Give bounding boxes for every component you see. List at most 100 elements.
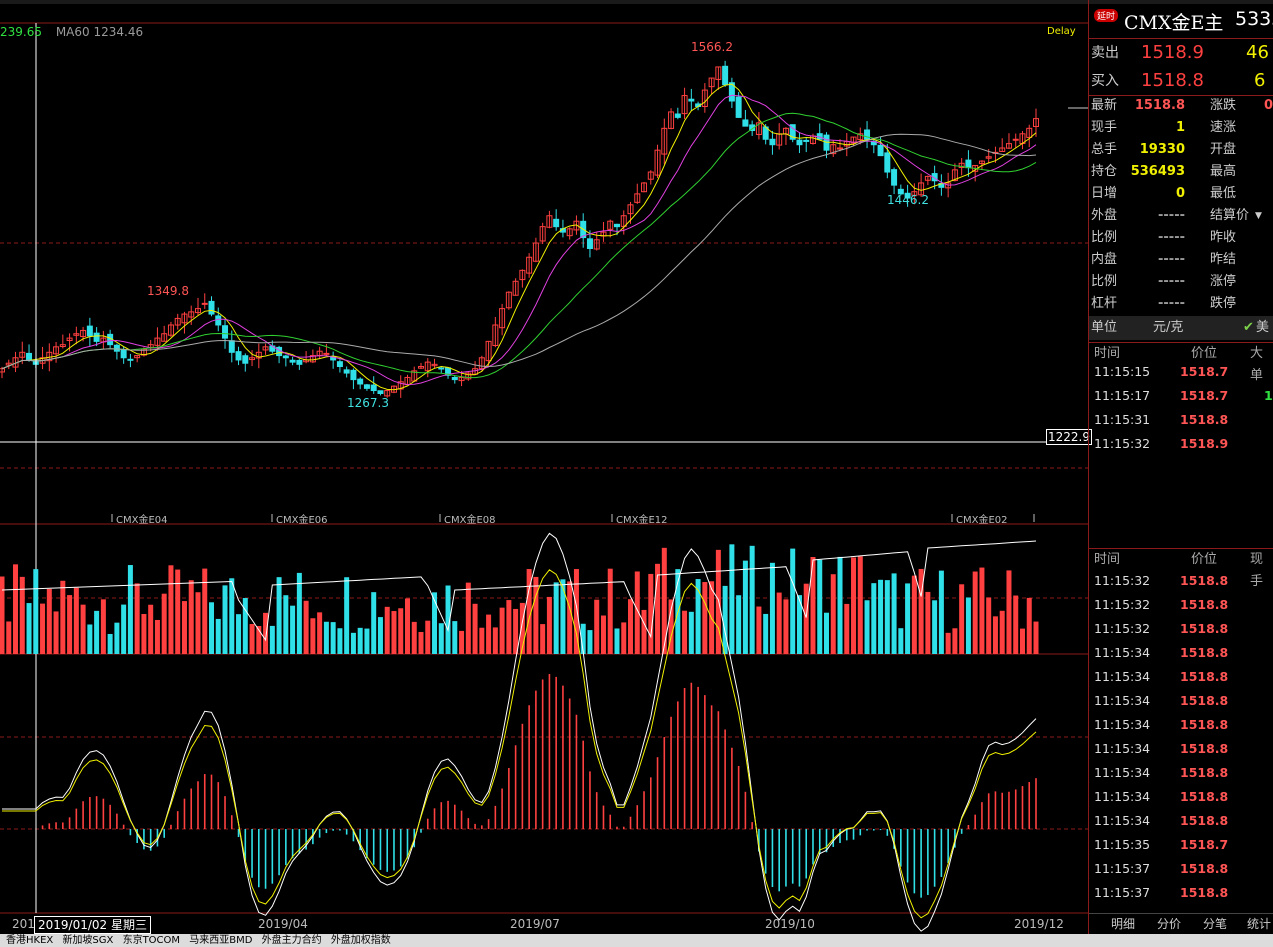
quote-field-label: 日增 [1091,186,1118,201]
candle-body [634,193,641,203]
trade-price: 1518.7 [1180,837,1229,852]
volume-bar [884,580,890,654]
trade-row[interactable]: 11:15:32 1518.8 [1089,617,1273,641]
kline-chart-area[interactable] [0,0,1089,934]
trade-row[interactable]: 11:15:32 1518.8 [1089,569,1273,593]
candle-body [377,390,384,394]
status-tocom[interactable]: 东京TOCOM [122,935,181,946]
volume-bar [154,619,160,654]
status-weighted-index[interactable]: 外盘加权指数 [330,935,391,946]
trade-row[interactable]: 11:15:34 1518.8 [1089,809,1273,833]
ma60-label: MA60 1234.46 [55,25,144,39]
volume-bar [330,622,336,654]
volume-bar [350,632,356,654]
trade-row[interactable]: 11:15:35 1518.7 [1089,833,1273,857]
candle-body [911,191,918,196]
trade-price: 1518.8 [1180,789,1229,804]
trade-price: 1518.8 [1180,861,1229,876]
candle-body [194,308,201,314]
candle-body [654,149,661,176]
candle-body [749,124,756,132]
trade-row[interactable]: 11:15:31 1518.8 [1089,408,1273,432]
chevron-down-icon[interactable]: ▼ [1255,211,1262,221]
trade-row[interactable]: 11:15:32 1518.9 [1089,432,1273,456]
volume-bar [911,575,917,654]
candle-body [999,147,1006,152]
trade-row[interactable]: 11:15:37 1518.8 [1089,881,1273,905]
volume-bar [161,593,167,654]
status-bmd[interactable]: 马来西亚BMD [189,935,253,946]
status-main-contract[interactable]: 外盘主力合约 [261,935,322,946]
volume-bar [817,559,823,654]
trade-price: 1518.8 [1180,412,1229,427]
quote-field-label: 持仓 [1091,164,1118,179]
contract-label-e08: CMX金E08 [444,515,496,526]
trade-row[interactable]: 11:15:37 1518.8 [1089,857,1273,881]
detail-tabs: 明细 分价 分笔 统计 [1089,913,1273,934]
volume-bar [19,576,25,654]
trade-row[interactable]: 11:15:15 1518.7 [1089,360,1273,384]
quote-field-label: 比例 [1091,274,1118,289]
trade-row[interactable]: 11:15:34 1518.8 [1089,785,1273,809]
check-icon[interactable]: ✔ [1243,320,1254,335]
status-sgx[interactable]: 新加坡SGX [62,935,114,946]
quote-field-label2: 最高 [1210,164,1237,179]
volume-bar [94,610,100,654]
tab-ticks[interactable]: 分笔 [1203,917,1228,931]
volume-bar [945,632,951,654]
trade-row[interactable]: 11:15:32 1518.8 [1089,593,1273,617]
trade-row[interactable]: 11:15:34 1518.8 [1089,641,1273,665]
status-hkex[interactable]: 香港HKEX [6,935,54,946]
trade-row[interactable]: 11:15:34 1518.8 [1089,737,1273,761]
trade-time: 11:15:34 [1094,693,1151,708]
volume-bar [323,621,329,654]
candle-body [891,169,898,186]
trade-time: 11:15:34 [1094,789,1151,804]
candle-body [120,349,127,359]
volume-bar [432,592,438,654]
contract-label-e04: CMX金E04 [116,515,168,526]
tab-price-split[interactable]: 分价 [1157,917,1182,931]
candle-body [161,333,168,342]
candle-body [701,89,708,107]
ma-legend: 239.65 MA60 1234.46 [0,25,143,39]
low-price-label: 1267.3 [347,396,389,410]
volume-bar [918,568,924,654]
volume-bar [371,592,377,654]
volume-bar [965,597,971,654]
volume-bar [53,611,59,654]
currency-label[interactable]: 美 [1256,320,1270,335]
volume-bar [864,600,870,654]
volume-bar [702,582,708,654]
low2-price-label: 1446.2 [887,193,929,207]
volume-bar [236,614,242,654]
tab-detail[interactable]: 明细 [1111,917,1136,931]
candle-body [688,98,695,102]
candle-body [668,111,675,129]
high-price-label: 1566.2 [691,40,733,54]
volume-bar [614,628,620,654]
trade-row[interactable]: 11:15:34 1518.8 [1089,689,1273,713]
trade-row[interactable]: 11:15:34 1518.8 [1089,665,1273,689]
volume-bar [979,567,985,654]
quote-field-label: 外盘 [1091,208,1118,223]
volume-bar [114,622,120,654]
sell-row: 卖出 1518.9 46 [1089,39,1273,67]
trade-row[interactable]: 11:15:34 1518.8 [1089,761,1273,785]
volume-bar [188,580,194,654]
volume-bar [905,583,911,654]
candle-body [363,384,370,389]
volume-bar [384,606,390,654]
volume-bar [607,568,613,654]
volume-bar [959,584,965,654]
tab-stats[interactable]: 统计 [1247,917,1272,931]
volume-bar [736,595,742,654]
volume-bar [13,564,19,654]
volume-bar [871,583,877,654]
volume-bar [803,583,809,654]
candle-body [728,82,735,102]
trade-row[interactable]: 11:15:17 1518.7 1 [1089,384,1273,408]
trade-row[interactable]: 11:15:34 1518.8 [1089,713,1273,737]
header-volume: 现手 [1250,552,1264,589]
trade-time: 11:15:34 [1094,741,1151,756]
